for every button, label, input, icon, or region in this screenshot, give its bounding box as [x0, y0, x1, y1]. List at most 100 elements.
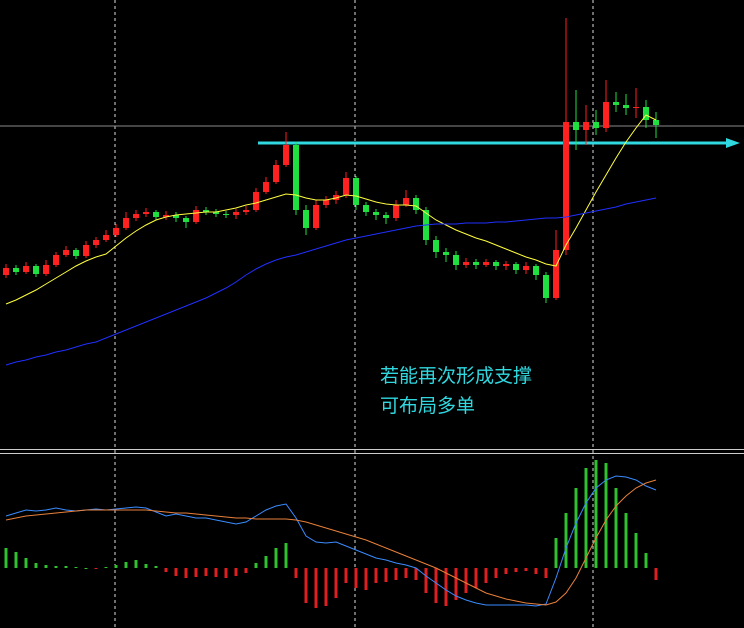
- macd-bar: [654, 568, 658, 580]
- macd-bar: [364, 568, 368, 590]
- macd-bar: [274, 548, 278, 568]
- candle-body: [653, 120, 659, 125]
- annotation: 可布局多单: [380, 395, 475, 417]
- macd-bar: [514, 568, 518, 572]
- macd-bar: [474, 568, 478, 588]
- candle-body: [503, 264, 509, 266]
- macd-bar: [154, 566, 158, 568]
- macd-bar: [84, 568, 88, 569]
- candle-body: [623, 105, 629, 108]
- candle-body: [183, 218, 189, 222]
- candle-body: [103, 235, 109, 240]
- macd-bar: [454, 568, 458, 600]
- macd-bar: [424, 568, 428, 593]
- candle-body: [23, 266, 29, 272]
- candle-body: [643, 107, 649, 120]
- macd-bar: [494, 568, 498, 578]
- candle-body: [173, 215, 179, 218]
- candle-body: [323, 200, 329, 205]
- candle-body: [633, 107, 639, 108]
- macd-bar: [414, 568, 418, 580]
- candle-body: [143, 212, 149, 214]
- candle-body: [413, 198, 419, 210]
- macd-bar: [94, 568, 98, 569]
- macd-bar: [264, 556, 268, 568]
- candle-body: [13, 268, 19, 272]
- candle-body: [133, 214, 139, 218]
- macd-bar: [324, 568, 328, 606]
- macd-bar: [584, 468, 588, 568]
- macd-bar: [294, 568, 298, 578]
- indicator-line: [5, 114, 657, 305]
- indicator-line: [5, 479, 657, 606]
- macd-bar: [464, 568, 468, 593]
- candle-body: [63, 250, 69, 255]
- macd-bar: [544, 568, 548, 578]
- macd-bar: [304, 568, 308, 603]
- macd-bar: [534, 568, 538, 574]
- candle-body: [573, 122, 579, 130]
- macd-bar: [124, 562, 128, 568]
- candle-body: [263, 182, 269, 192]
- candle-body: [453, 255, 459, 265]
- candle-body: [443, 252, 449, 255]
- macd-bar: [254, 563, 258, 568]
- macd-bar: [4, 548, 8, 568]
- candle-body: [163, 215, 169, 217]
- candle-body: [493, 262, 499, 266]
- candle-body: [253, 192, 259, 210]
- candle-body: [3, 268, 9, 275]
- annotation: 若能再次形成支撑: [380, 365, 532, 387]
- candle-body: [473, 262, 479, 265]
- macd-bar: [74, 567, 78, 568]
- candle-body: [583, 122, 589, 130]
- macd-bar: [104, 567, 108, 568]
- macd-bar: [644, 553, 648, 568]
- candle-body: [283, 145, 289, 165]
- macd-bar: [204, 568, 208, 576]
- candle-body: [213, 212, 219, 214]
- macd-bar: [24, 558, 28, 568]
- candle-body: [153, 212, 159, 217]
- candle-body: [543, 275, 549, 298]
- macd-bar: [134, 560, 138, 568]
- candle-body: [383, 215, 389, 218]
- candle-body: [273, 165, 279, 182]
- vertical-grid: [114, 0, 594, 628]
- candle-body: [463, 262, 469, 265]
- macd-bar: [354, 568, 358, 588]
- candle-body: [83, 245, 89, 256]
- macd-bar: [614, 488, 618, 568]
- macd-bar: [624, 513, 628, 568]
- candle-body: [403, 198, 409, 205]
- macd-bar: [164, 568, 168, 572]
- indicator-line: [5, 197, 657, 366]
- macd-bar: [64, 566, 68, 568]
- macd-bar: [524, 568, 528, 571]
- macd-bar: [574, 488, 578, 568]
- candle-body: [553, 250, 559, 298]
- macd-bar: [244, 568, 248, 573]
- candle-body: [43, 265, 49, 274]
- macd-bar: [594, 460, 598, 568]
- macd-bar: [144, 564, 148, 568]
- macd-bar: [564, 513, 568, 568]
- candle-body: [53, 255, 59, 265]
- candle-body: [603, 102, 609, 128]
- candle-body: [433, 240, 439, 252]
- macd-bar: [334, 568, 338, 598]
- candle-body: [303, 210, 309, 228]
- candle-body: [293, 145, 299, 210]
- candle-body: [33, 266, 39, 274]
- candle-body: [123, 218, 129, 228]
- candle-body: [613, 102, 619, 105]
- macd-bar: [224, 568, 228, 578]
- candle-body: [233, 212, 239, 215]
- macd-bar: [194, 568, 198, 577]
- candle-body: [483, 262, 489, 265]
- candle-body: [593, 122, 599, 128]
- candle-body: [513, 264, 519, 270]
- level-arrow: [726, 138, 740, 148]
- macd-bar: [634, 533, 638, 568]
